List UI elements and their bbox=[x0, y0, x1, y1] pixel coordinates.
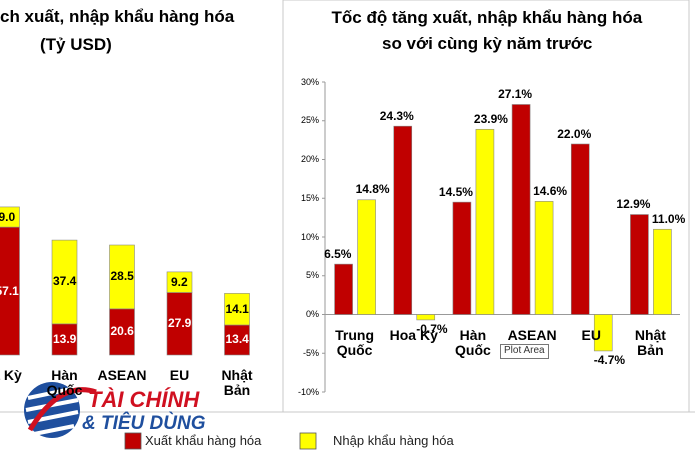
x-tick-label: Trung Quốc bbox=[335, 327, 375, 358]
value-label: 23.9% bbox=[473, 111, 508, 126]
value-label: 14.6% bbox=[533, 183, 568, 198]
x-tick-label: EU bbox=[169, 367, 190, 383]
bar bbox=[630, 214, 649, 315]
value-label: 11.0% bbox=[651, 211, 686, 226]
bar-segment bbox=[51, 323, 78, 356]
logo-line1: TÀI CHÍNH bbox=[88, 387, 200, 412]
bar-segment bbox=[224, 324, 250, 356]
logo-globe bbox=[24, 382, 97, 438]
x-tick-label: ASEAN bbox=[97, 367, 147, 383]
bar bbox=[357, 199, 376, 315]
bar bbox=[334, 263, 353, 315]
legend-swatch bbox=[124, 432, 142, 450]
y-tick-label: -10% bbox=[298, 386, 320, 397]
x-tick-label: a Kỳ bbox=[0, 367, 22, 383]
value-label: 9.0 bbox=[0, 209, 16, 224]
bar bbox=[393, 125, 413, 315]
x-tick-label: Hoa Kỳ bbox=[389, 327, 438, 343]
y-tick-label: 0% bbox=[306, 309, 320, 319]
y-tick-label: 30% bbox=[301, 76, 320, 87]
y-tick-label: -5% bbox=[303, 347, 320, 358]
bar-segment bbox=[51, 239, 78, 325]
bar-segment bbox=[0, 206, 20, 228]
bar bbox=[416, 314, 436, 321]
value-label: 9.2 bbox=[171, 274, 188, 289]
bar-segment bbox=[109, 308, 135, 356]
x-tick-label: Hàn Quốc bbox=[455, 327, 491, 358]
value-label: 28.5 bbox=[110, 269, 134, 284]
value-label: 24.3% bbox=[379, 108, 414, 123]
value-label: 13.9 bbox=[53, 331, 77, 346]
value-label: -4.7% bbox=[593, 353, 626, 368]
bar-segment bbox=[166, 292, 193, 356]
chart-subtitle: (Tỷ USD) bbox=[40, 35, 112, 54]
value-label: 22.0% bbox=[557, 126, 592, 141]
x-tick-label: ASEAN bbox=[507, 327, 557, 343]
tooltip: Plot Area bbox=[500, 344, 549, 359]
y-tick-label: 5% bbox=[306, 270, 320, 281]
y-tick-label: 10% bbox=[301, 231, 320, 242]
value-label: 14.8% bbox=[355, 182, 390, 197]
y-tick-label: 15% bbox=[301, 192, 320, 203]
bar bbox=[570, 143, 590, 315]
value-label: 6.5% bbox=[324, 246, 352, 261]
chart-subtitle: so với cùng kỳ năm trước bbox=[382, 34, 593, 53]
value-label: 27.1% bbox=[498, 86, 533, 101]
bar bbox=[653, 228, 672, 315]
x-tick-label: Nhật Bản bbox=[634, 327, 666, 358]
legend-swatch bbox=[299, 432, 317, 450]
x-tick-label: Nhật Bản bbox=[221, 367, 253, 398]
value-label: 57.1 bbox=[0, 283, 19, 298]
chart-title: ch xuất, nhập khẩu hàng hóa bbox=[0, 7, 235, 26]
bar bbox=[475, 128, 495, 315]
legend-label: Xuất khẩu hàng hóa bbox=[145, 433, 262, 448]
chart-title: Tốc độ tăng xuất, nhập khẩu hàng hóa bbox=[331, 8, 643, 27]
y-tick-label: 25% bbox=[301, 115, 320, 126]
bar bbox=[511, 104, 531, 315]
value-label: 13.4 bbox=[225, 332, 249, 347]
bar bbox=[593, 314, 613, 352]
value-label: -0.7% bbox=[416, 322, 448, 337]
value-label: 14.1 bbox=[225, 301, 249, 316]
value-label: 27.9 bbox=[168, 316, 192, 331]
x-tick-label: EU bbox=[581, 327, 601, 343]
value-label: 14.5% bbox=[438, 184, 473, 199]
bar-segment bbox=[166, 271, 193, 293]
value-label: 37.4 bbox=[53, 274, 77, 289]
bar-segment bbox=[109, 244, 135, 310]
bar bbox=[534, 201, 554, 315]
bar-segment bbox=[224, 293, 250, 326]
bar bbox=[452, 201, 472, 315]
value-label: 12.9% bbox=[616, 197, 651, 212]
value-label: 20.6 bbox=[110, 324, 134, 339]
y-tick-label: 20% bbox=[301, 154, 320, 164]
logo-line2: & TIÊU DÙNG bbox=[82, 413, 206, 434]
legend-label: Nhập khẩu hàng hóa bbox=[333, 433, 454, 448]
x-tick-label: Hàn Quốc bbox=[46, 367, 83, 398]
